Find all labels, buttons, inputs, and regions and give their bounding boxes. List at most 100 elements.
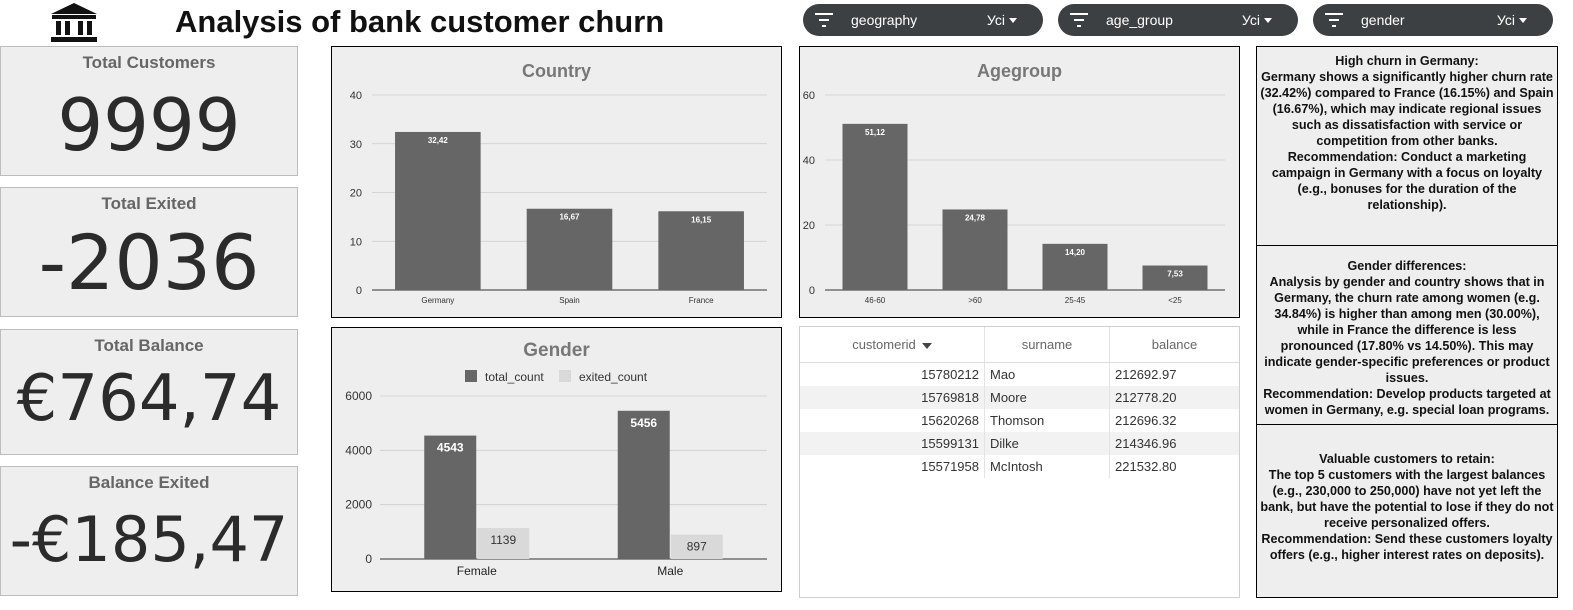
filter-name: gender [1361,12,1405,28]
table-row[interactable]: 15571958 McIntosh 221532.80 [800,455,1239,478]
legend-swatch [559,370,571,382]
bar [1142,265,1208,290]
data-label: 16,67 [559,213,580,222]
table-row[interactable]: 15769818 Moore 212778.20 [800,386,1239,409]
country-chart: Country 0 10 20 30 40 32,42 Germany 16,67 Spain 16… [331,46,782,318]
gender-chart: Gender total_count exited_count 0 2000 4000 60… [331,327,782,592]
x-tick-label: 25-45 [1065,296,1086,305]
geography-filter[interactable]: geography Усі [803,4,1043,36]
bar [670,534,723,559]
x-tick-label: France [689,296,714,305]
insight-heading: Valuable customers to retain: [1319,452,1495,466]
data-label: 4543 [437,441,464,455]
cell-balance: 212696.32 [1115,413,1177,428]
data-label: 24,78 [965,213,986,222]
bank-icon [48,2,100,44]
cell-balance: 221532.80 [1115,459,1177,474]
chevron-down-icon [1264,18,1272,23]
cell-surname: Moore [984,386,1110,409]
x-tick-label: Spain [559,296,579,305]
cell-customerid: 15780212 [800,362,985,386]
cell-customerid: 15769818 [800,386,985,409]
insight-recommendation: Recommendation: Send these customers loy… [1261,532,1553,562]
data-label: 14,20 [1065,248,1086,257]
cell-surname: McIntosh [984,455,1110,478]
gender-filter[interactable]: gender Усі [1313,4,1553,36]
bar [395,131,481,290]
cell-balance: 214346.96 [1109,432,1239,455]
cell-customerid: 15571958 [800,455,985,478]
x-tick-label: 46-60 [865,296,886,305]
page-title: Analysis of bank customer churn [175,4,665,39]
y-tick-label: 2000 [345,498,372,512]
kpi-label: Total Exited [101,194,197,213]
sort-desc-icon[interactable] [921,342,932,349]
top-customers-table: customerid surname balance 15780212 Mao … [799,326,1240,598]
filter-value: Усі [1496,12,1515,28]
chart-title: Gender [523,340,590,361]
kpi-total-balance: Total Balance €764,74 [0,329,298,455]
age-group-filter[interactable]: age_group Усі [1058,4,1298,36]
column-header-customerid[interactable]: customerid [800,327,985,363]
insight-heading: High churn in Germany: [1335,54,1479,68]
gender-chart-svg: Gender total_count exited_count 0 2000 4000 60… [345,340,767,578]
bar [658,211,744,290]
filter-icon [815,13,833,27]
kpi-balance-exited: Balance Exited -€185,47 [0,466,298,596]
chevron-down-icon [1519,18,1527,23]
insight-recommendation: Recommendation: Develop products targete… [1263,387,1551,417]
cell-balance: 212778.20 [1109,386,1239,409]
kpi-value: €764,74 [16,362,282,436]
y-tick-label: 20 [803,220,815,232]
cell-surname: Thomson [984,409,1110,432]
insight-recommendation: Recommendation: Conduct a marketing camp… [1271,150,1543,212]
y-tick-label: 0 [365,552,372,566]
data-label: 5456 [630,416,657,430]
y-tick-label: 40 [803,155,815,167]
filter-name: geography [851,12,918,28]
bar [424,435,477,559]
filter-value: Усі [986,12,1005,28]
data-label: 16,15 [691,215,712,224]
data-label: 7,53 [1167,270,1183,279]
cell-surname: Dilke [984,432,1110,455]
cell-customerid: 15620268 [800,409,985,432]
y-tick-label: 6000 [345,389,372,403]
bar [617,410,670,559]
table-row[interactable]: 15620268 Thomson 212696.32 [800,409,1239,432]
y-tick-label: 0 [809,285,815,297]
chart-title: Country [522,61,591,81]
data-label: 32,42 [428,136,449,145]
x-tick-label: Male [657,564,683,578]
x-tick-label: <25 [1168,296,1182,305]
data-label: 51,12 [865,128,886,137]
filter-value: Усі [1241,12,1260,28]
column-header-balance[interactable]: balance [1109,327,1239,363]
x-tick-label: >60 [968,296,982,305]
insight-body: Analysis by gender and country shows tha… [1264,275,1550,385]
legend-label: exited_count [579,370,648,384]
chart-title: Agegroup [977,61,1062,81]
y-tick-label: 20 [350,188,362,200]
y-tick-label: 4000 [345,443,372,457]
insight-valuable-customers: Valuable customers to retain: The top 5 … [1256,424,1558,598]
y-tick-label: 0 [356,285,362,297]
table-row[interactable]: 15599131 Dilke 214346.96 [800,432,1239,455]
agegroup-chart-svg: Agegroup 0 20 40 60 51,12 46-60 24,78 >60 14,20 25… [803,61,1225,305]
bar [842,123,908,290]
bar [1042,243,1108,290]
kpi-label: Balance Exited [88,473,210,492]
column-header-surname[interactable]: surname [984,327,1110,363]
table-row[interactable]: 15780212 Mao 212692.97 [800,362,1239,386]
data-label: 897 [687,540,707,554]
insight-germany-churn: High churn in Germany: Germany shows a s… [1256,46,1558,246]
bar [477,528,530,559]
filter-name: age_group [1106,12,1173,28]
insight-heading: Gender differences: [1347,259,1467,273]
kpi-label: Total Balance [94,336,204,355]
filter-icon [1070,13,1088,27]
kpi-total-customers: Total Customers 9999 [0,46,298,176]
kpi-value: 9999 [57,83,241,167]
legend-label: total_count [485,370,544,384]
kpi-total-exited: Total Exited -2036 [0,187,298,317]
